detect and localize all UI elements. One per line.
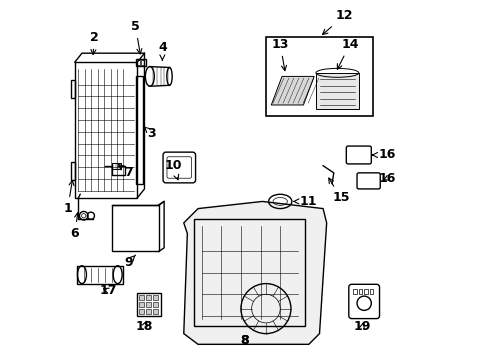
Bar <box>141 60 143 64</box>
Bar <box>70 80 75 98</box>
Bar <box>112 205 159 251</box>
Bar <box>137 293 160 316</box>
Bar <box>75 62 137 198</box>
Text: 8: 8 <box>240 334 248 347</box>
Text: 16: 16 <box>372 148 395 162</box>
Bar <box>139 295 143 300</box>
Bar <box>153 295 158 300</box>
Text: 1: 1 <box>63 180 74 215</box>
Bar <box>153 309 158 314</box>
Text: 19: 19 <box>353 320 370 333</box>
Text: 5: 5 <box>131 20 142 54</box>
Text: 10: 10 <box>164 159 182 180</box>
Polygon shape <box>271 76 313 105</box>
Bar <box>139 309 143 314</box>
Bar <box>135 76 143 184</box>
Bar <box>146 309 151 314</box>
Bar <box>153 302 158 307</box>
Bar <box>369 289 372 294</box>
Bar <box>70 162 75 180</box>
Text: 8: 8 <box>240 334 248 347</box>
Text: 13: 13 <box>271 38 288 71</box>
Text: 6: 6 <box>70 212 80 240</box>
Polygon shape <box>183 202 326 344</box>
Bar <box>146 302 151 307</box>
Text: 3: 3 <box>144 127 156 140</box>
Bar <box>364 289 367 294</box>
Text: 2: 2 <box>90 31 99 54</box>
Bar <box>112 163 121 169</box>
Bar <box>139 302 143 307</box>
Text: 11: 11 <box>293 195 317 208</box>
Bar <box>194 219 305 327</box>
Text: 9: 9 <box>124 255 135 269</box>
Text: 7: 7 <box>119 165 133 179</box>
Bar <box>358 289 362 294</box>
Bar <box>265 37 372 116</box>
Text: 18: 18 <box>136 320 153 333</box>
Bar <box>135 59 146 66</box>
Text: 14: 14 <box>337 38 358 69</box>
Polygon shape <box>315 73 358 109</box>
Text: 12: 12 <box>322 9 352 35</box>
Bar <box>137 60 140 64</box>
Bar <box>146 295 151 300</box>
Text: 16: 16 <box>378 172 395 185</box>
Bar <box>353 289 356 294</box>
Bar <box>77 266 123 284</box>
Text: 17: 17 <box>100 284 117 297</box>
Text: 15: 15 <box>328 178 349 204</box>
Text: 4: 4 <box>158 41 166 60</box>
